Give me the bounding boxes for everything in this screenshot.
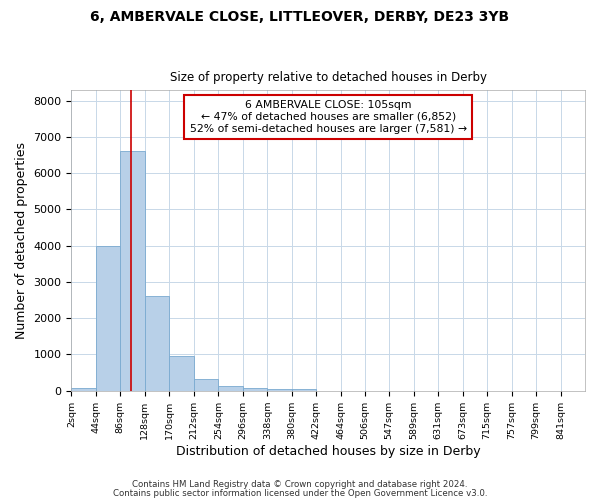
Bar	[194, 379, 218, 390]
Bar	[267, 389, 292, 390]
Bar	[243, 388, 267, 390]
Bar	[96, 246, 121, 390]
Text: 6, AMBERVALE CLOSE, LITTLEOVER, DERBY, DE23 3YB: 6, AMBERVALE CLOSE, LITTLEOVER, DERBY, D…	[91, 10, 509, 24]
X-axis label: Distribution of detached houses by size in Derby: Distribution of detached houses by size …	[176, 444, 481, 458]
Text: 6 AMBERVALE CLOSE: 105sqm
← 47% of detached houses are smaller (6,852)
52% of se: 6 AMBERVALE CLOSE: 105sqm ← 47% of detac…	[190, 100, 467, 134]
Bar	[292, 389, 316, 390]
Bar	[169, 356, 194, 390]
Bar	[71, 388, 96, 390]
Title: Size of property relative to detached houses in Derby: Size of property relative to detached ho…	[170, 72, 487, 85]
Bar	[218, 386, 243, 390]
Text: Contains public sector information licensed under the Open Government Licence v3: Contains public sector information licen…	[113, 488, 487, 498]
Bar	[145, 296, 169, 390]
Text: Contains HM Land Registry data © Crown copyright and database right 2024.: Contains HM Land Registry data © Crown c…	[132, 480, 468, 489]
Y-axis label: Number of detached properties: Number of detached properties	[15, 142, 28, 339]
Bar	[121, 152, 145, 390]
